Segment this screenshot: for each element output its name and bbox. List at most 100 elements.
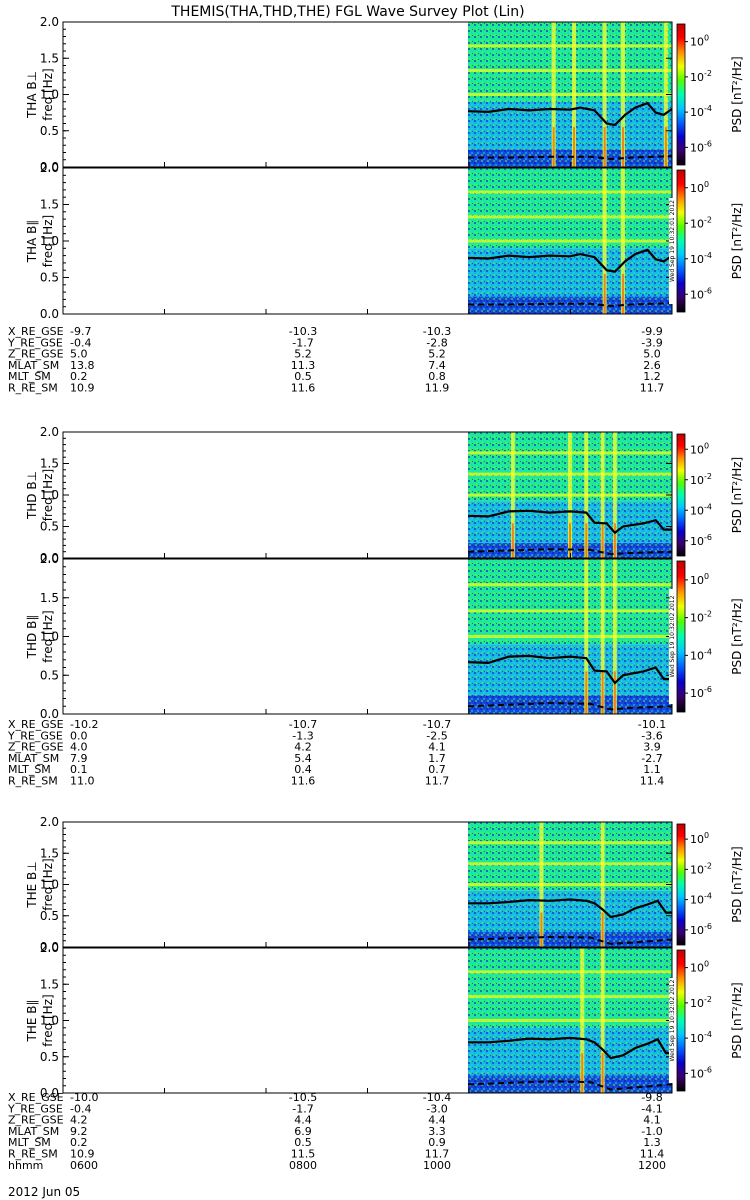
harmonic-band (467, 609, 672, 613)
proton-gyrofrequency-line (468, 155, 673, 161)
harmonic-band (467, 970, 672, 974)
ephemeris-block: X_RE_GSE -10.2 -10.7 -10.7 -10.1 Y_RE_GSE 0.0 -… (7, 718, 666, 788)
ephemeris-block: X_RE_GSE -9.7 -10.3 -10.3 -9.9 Y_RE_GSE -0.4 -1… (7, 325, 664, 395)
y-tick-label: 1.5 (40, 51, 59, 65)
y-axis-label: freq [Hz] (41, 610, 55, 662)
wave-burst-streak (539, 822, 544, 947)
wave-burst-streak (621, 22, 626, 167)
ephemeris-value: 4.1 (643, 1114, 661, 1127)
gyrofrequency-line (467, 248, 673, 273)
y-tick-label: 0.0 (40, 1086, 59, 1100)
ephemeris-value: -0.4 (70, 336, 91, 349)
spectrogram-panel: 0.0 0.5 1.0 1.5 2.0 THE B⊥ freq [Hz] 100 10-2 10-… (25, 815, 744, 954)
ephemeris-value: 4.4 (428, 1114, 446, 1127)
proton-gyrofrequency-line (467, 935, 673, 945)
harmonic-band (467, 93, 672, 96)
colorbar-label: PSD [nT²/Hz] (730, 457, 744, 533)
ephemeris-value: 11.5 (291, 1148, 316, 1161)
ephemeris-value: 10.9 (70, 382, 95, 395)
y-tick-label: 2.0 (40, 815, 59, 829)
y-tick-label: 1.0 (40, 1014, 59, 1028)
harmonic-band (467, 862, 672, 866)
ephemeris-value: -1.7 (292, 1102, 313, 1115)
ephemeris-value: 5.0 (643, 348, 661, 361)
ephemeris-value: -10.0 (70, 1091, 98, 1104)
y-tick-label: 0.0 (40, 707, 59, 721)
wave-burst-core (585, 671, 588, 714)
colorbar-tick-label: 100 (690, 441, 709, 456)
ephemeris-value: 3.3 (428, 1125, 446, 1138)
y-tick-label: 1.5 (40, 457, 59, 471)
ephemeris-value: 0.0 (70, 729, 88, 742)
wave-burst-streak (600, 822, 605, 947)
ephemeris-row-label: Z_RE_GSE (8, 741, 64, 754)
y-axis-label: freq [Hz] (41, 68, 55, 120)
colorbar-scale (676, 433, 686, 557)
wave-burst-core (573, 127, 576, 167)
ephemeris-value: -1.7 (292, 336, 313, 349)
ephemeris-value: 6.9 (294, 1125, 312, 1138)
wave-burst-core (511, 523, 514, 558)
ephemeris-value: -1.3 (292, 729, 313, 742)
wave-burst-core (603, 127, 606, 167)
wave-burst-core (603, 273, 606, 314)
ephemeris-value: 0.5 (294, 1136, 312, 1149)
ephemeris-value: -10.4 (423, 1091, 451, 1104)
spectrogram-panel: 0.0 0.5 1.0 1.5 2.0 THA B⊥ freq [Hz] 100 10-2 10-… (25, 15, 744, 174)
wave-burst-core (540, 912, 543, 947)
time-axis-labels: hhmm 0600 0800 1000 1200 (8, 1159, 666, 1172)
y-tick-label: 1.5 (40, 591, 59, 605)
wave-burst-core (581, 1053, 584, 1093)
ephemeris-tables: X_RE_GSE -9.7 -10.3 -10.3 -9.9Y_RE_GSE -0.4 -1… (7, 325, 666, 1161)
ephemeris-row-label: MLAT_SM (8, 752, 59, 765)
colorbar-tick-label: 10-6 (690, 286, 712, 301)
y-axis-label: freq [Hz] (41, 215, 55, 267)
gyrofrequency-line (467, 654, 672, 685)
wave-burst-streak (600, 559, 605, 714)
colorbar: 100 10-2 10-4 10-6 PSD [nT²/Hz] (676, 823, 744, 946)
ephemeris-value: -1.0 (641, 1125, 662, 1138)
y-axis-label: freq [Hz] (41, 858, 55, 910)
colorbar-scale (676, 823, 686, 946)
y-tick-label: 1.5 (40, 198, 59, 212)
colorbar: 100 10-2 10-4 10-6 PSD [nT²/Hz] (676, 23, 744, 166)
harmonic-band (467, 44, 672, 48)
time-tick-label: 1200 (638, 1159, 666, 1172)
ephemeris-value: 5.2 (294, 348, 312, 361)
colorbar-scale (676, 949, 686, 1092)
ephemeris-row-label: R_RE_SM (8, 382, 58, 395)
ephemeris-row-label: Y_RE_GSE (7, 336, 63, 349)
ephemeris-value: 4.2 (70, 1114, 88, 1127)
wave-burst-core (622, 273, 625, 314)
harmonic-band (467, 995, 672, 999)
wave-burst-core (585, 523, 588, 558)
colorbar-tick-label: 10-4 (690, 104, 712, 119)
ephemeris-value: 11.7 (425, 1148, 450, 1161)
y-tick-label: 1.5 (40, 977, 59, 991)
gyrofrequency-line (468, 1036, 672, 1060)
ephemeris-value: -2.7 (641, 752, 662, 765)
y-tick-label: 1.0 (40, 878, 59, 892)
colorbar-tick-label: 10-6 (690, 533, 712, 548)
y-tick-label: 1.0 (40, 234, 59, 248)
harmonic-band (467, 190, 672, 194)
wave-burst-core (568, 523, 571, 558)
ephemeris-value: 4.2 (294, 741, 312, 754)
colorbar-tick-label: 10-6 (690, 922, 712, 937)
colorbar-label: PSD [nT²/Hz] (730, 56, 744, 132)
ephemeris-value: 7.9 (70, 752, 88, 765)
panel-probe-label: THE B⊥ (25, 861, 39, 908)
y-tick-label: 1.0 (40, 88, 59, 102)
creation-timestamp: Wed Sep 19 10:32:01 2012 (669, 200, 676, 282)
ephemeris-value: 4.0 (70, 741, 88, 754)
y-tick-label: 2.0 (40, 161, 59, 175)
y-axis-label: freq [Hz] (41, 994, 55, 1046)
harmonic-band (467, 883, 672, 886)
ephemeris-value: -10.7 (423, 718, 451, 731)
wave-burst-core (613, 523, 616, 558)
colorbar-tick-label: 10-4 (690, 892, 712, 907)
gyrofrequency-line (468, 898, 672, 919)
colorbar-scale (676, 169, 686, 313)
stamp-background (669, 589, 675, 704)
time-row-label: hhmm (8, 1159, 43, 1172)
